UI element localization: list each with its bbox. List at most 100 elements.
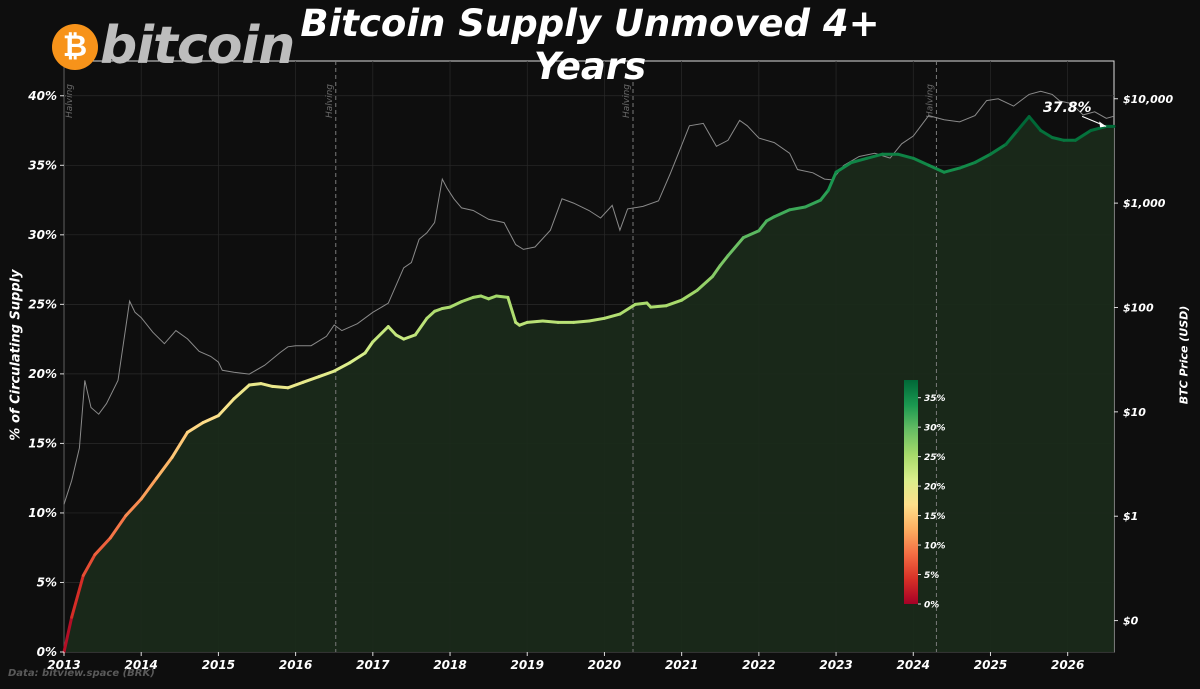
supply-line-segment — [332, 361, 352, 373]
halving-label: Halving — [65, 84, 75, 118]
supply-line-segment — [232, 383, 251, 401]
colorbar-tick-label: 0% — [924, 601, 939, 611]
supply-line-segment — [834, 161, 853, 174]
x-tick-label: 2020 — [588, 658, 621, 672]
supply-line-segment — [680, 288, 699, 302]
colorbar-tick-label: 25% — [924, 453, 946, 463]
y-tick-label: 15% — [28, 436, 57, 450]
y-tick-label: 25% — [28, 297, 57, 311]
supply-line-segment — [139, 476, 159, 501]
supply-line-segment — [1089, 124, 1108, 132]
y-tick-label: 0% — [37, 645, 57, 659]
supply-line-segment — [93, 536, 112, 557]
bitcoin-wordmark: bitcoin — [100, 16, 295, 76]
supply-line-segment — [186, 421, 205, 434]
supply-line-segment — [541, 319, 560, 324]
supply-line-segment — [1016, 115, 1031, 132]
y2-tick-label: $1 — [1123, 510, 1138, 523]
x-tick-label: 2021 — [665, 658, 698, 672]
supply-line-segment — [618, 302, 637, 316]
y2-tick-label: $100,000 — [1123, 0, 1181, 1]
supply-line-segment — [247, 382, 263, 387]
supply-line-segment — [718, 254, 730, 267]
supply-line-segment — [757, 219, 769, 233]
supply-line-segment — [170, 430, 189, 459]
annotation-arrowhead — [1099, 121, 1107, 128]
supply-line-segment — [973, 152, 992, 164]
x-tick-label: 2019 — [511, 658, 544, 672]
halving-label: Halving — [622, 84, 632, 118]
supply-line-segment — [927, 163, 946, 174]
price-line — [63, 90, 1115, 505]
supply-line-segment — [649, 304, 668, 309]
x-tick-label: 2026 — [1051, 658, 1084, 672]
supply-area-fill — [64, 116, 1114, 653]
x-tick-label: 2014 — [125, 658, 158, 672]
y2-tick-label: $1,000 — [1123, 197, 1166, 210]
x-tick-label: 2015 — [202, 658, 235, 672]
x-tick-label: 2018 — [433, 658, 466, 672]
supply-line-segment — [664, 298, 684, 308]
supply-line-segment — [602, 312, 622, 320]
supply-line-segment — [633, 301, 649, 306]
supply-line-segment — [301, 375, 321, 384]
bitcoin-coin-icon — [52, 24, 98, 70]
x-tick-label: 2022 — [742, 658, 775, 672]
supply-line-segment — [819, 188, 830, 202]
y-tick-label: 20% — [28, 367, 57, 381]
supply-line-segment — [826, 170, 838, 192]
supply-line-segment — [317, 369, 336, 379]
supply-line-segment — [448, 300, 464, 309]
data-source: Data: bitview.space (BRK) — [8, 668, 155, 679]
y-tick-label: 40% — [27, 89, 57, 103]
x-tick-label: 2016 — [279, 658, 312, 672]
y2-tick-label: $10 — [1123, 406, 1146, 419]
supply-line-segment — [402, 333, 417, 341]
supply-line-segment — [259, 382, 274, 388]
supply-line-segment — [711, 263, 722, 278]
x-tick-label: 2023 — [819, 658, 852, 672]
bitcoin-symbol: ₿ — [62, 29, 88, 64]
supply-line-segment — [695, 275, 714, 292]
latest-value-annotation: 37.8% — [1043, 100, 1092, 116]
x-tick-label: 2017 — [356, 658, 390, 672]
y2-axis-label: BTC Price (USD) — [1177, 305, 1191, 405]
halving-label: Halving — [325, 84, 335, 118]
supply-line-segment — [286, 380, 305, 390]
bitcoin-logo: ₿ bitcoin — [52, 16, 295, 76]
colorbar-tick-label: 30% — [924, 424, 946, 434]
supply-line-segment — [371, 325, 390, 344]
supply-line-segment — [989, 142, 1008, 156]
x-tick-label: 2024 — [897, 658, 930, 672]
supply-line-segment — [81, 553, 97, 577]
supply-line-segment — [348, 351, 367, 365]
halving-label: Halving — [925, 84, 935, 118]
supply-line-segment — [958, 161, 977, 170]
supply-line-segment — [788, 205, 807, 212]
y-tick-label: 5% — [37, 575, 57, 589]
supply-line-segment — [271, 384, 290, 390]
supply-line-segment — [108, 514, 128, 540]
y2-tick-label: $0 — [1123, 615, 1139, 628]
colorbar-tick-label: 5% — [924, 571, 939, 581]
supply-line-segment — [201, 414, 220, 425]
supply-line-segment — [803, 198, 823, 209]
supply-line-segment — [425, 309, 437, 320]
y-tick-label: 30% — [28, 228, 57, 242]
supply-line-segment — [850, 156, 869, 164]
supply-line-segment — [413, 316, 429, 337]
colorbar-tick-label: 10% — [924, 542, 946, 552]
y-axis-label: % of Circulating Supply — [8, 269, 24, 441]
supply-line-segment — [124, 497, 143, 518]
supply-line-segment — [1004, 129, 1019, 146]
y-tick-label: 10% — [28, 506, 57, 520]
supply-line-segment — [155, 455, 174, 480]
colorbar — [904, 380, 918, 604]
supply-line-segment — [772, 208, 792, 219]
colorbar-tick-label: 35% — [924, 394, 946, 404]
supply-line-segment — [942, 166, 962, 174]
x-tick-label: 2025 — [974, 658, 1007, 672]
supply-line-segment — [896, 152, 915, 160]
chart-title: Bitcoin Supply Unmoved 4+ Years — [300, 2, 880, 88]
